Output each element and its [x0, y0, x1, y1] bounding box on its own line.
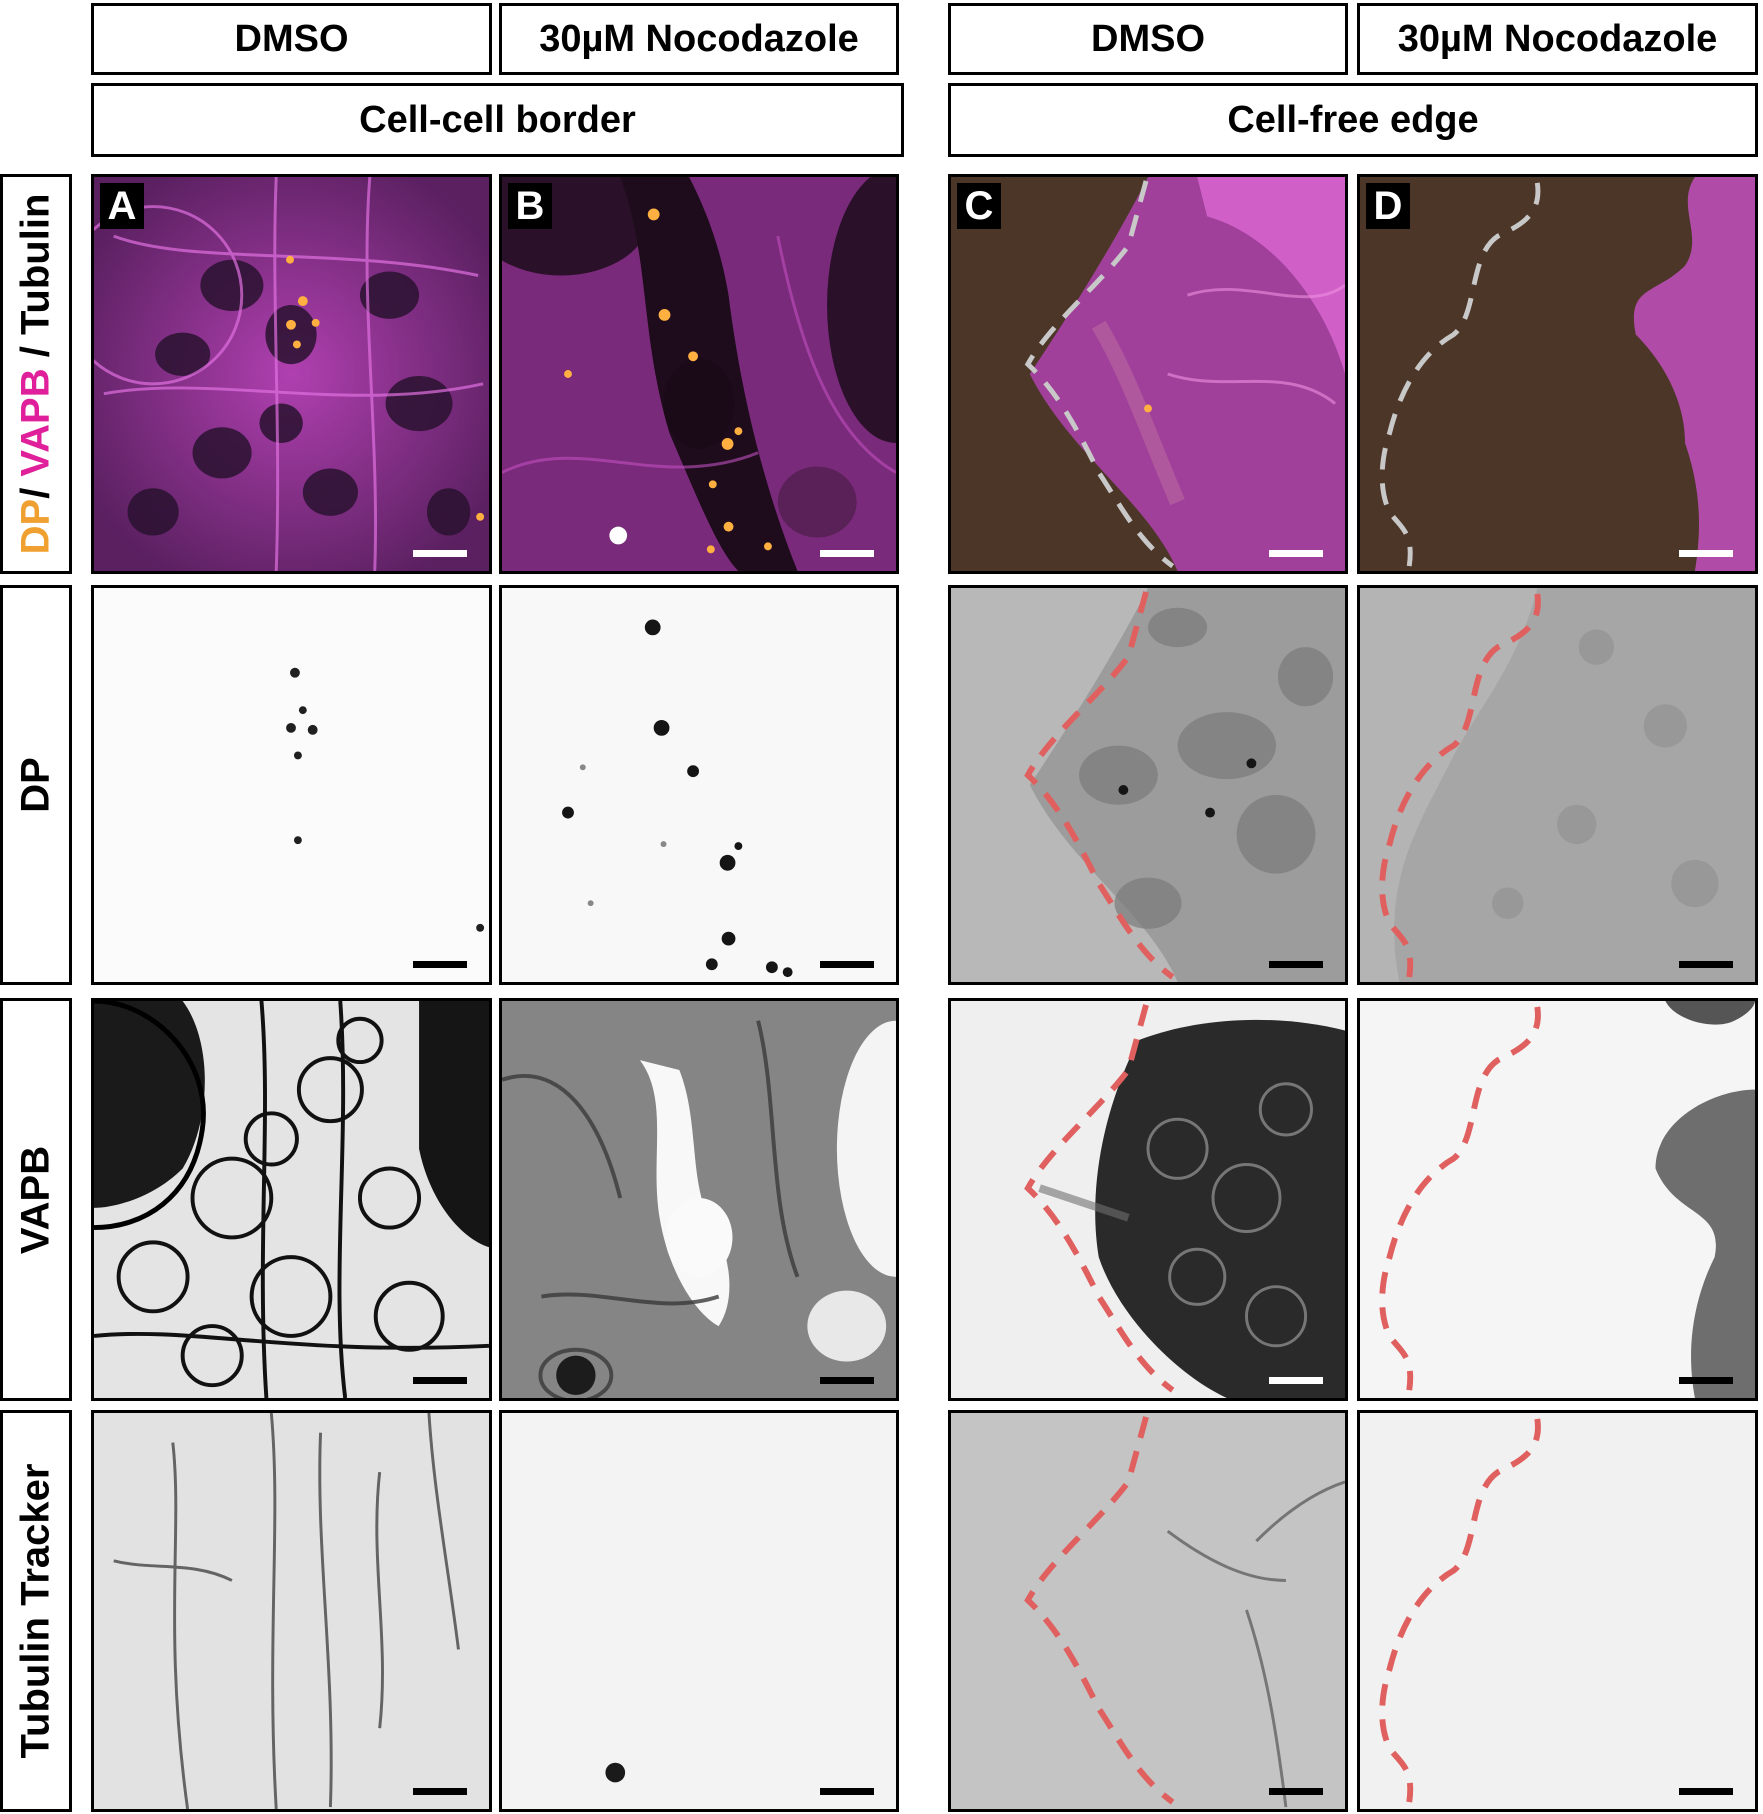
scale-bar-b-merge: [820, 550, 874, 557]
vapb-image-c: [951, 1001, 1345, 1398]
panel-a-merge: A: [91, 174, 492, 574]
merge-label-tubulin: / Tubulin: [13, 193, 58, 369]
panel-b-vapb: [499, 998, 899, 1401]
scale-bar-d-tubulin: [1679, 1788, 1733, 1795]
scale-bar-a-tubulin: [413, 1788, 467, 1795]
scale-bar-c-merge: [1269, 550, 1323, 557]
dp-image-c: [951, 588, 1345, 982]
scale-bar-d-merge: [1679, 550, 1733, 557]
column-header-dmso-1: DMSO: [91, 3, 492, 75]
column-header-nocodazole-1: 30µM Nocodazole: [499, 3, 899, 75]
panel-c-tubulin: [948, 1410, 1348, 1812]
vapb-image-a: [94, 1001, 489, 1398]
merge-image-c: [951, 177, 1345, 571]
cell-edge-outline-c-merge: [1024, 180, 1175, 569]
row-label-vapb-text: VAPB: [13, 1145, 58, 1254]
row-label-merge: DP/ VAPB / Tubulin: [0, 174, 72, 574]
group-header-cell-cell-border: Cell-cell border: [91, 83, 904, 157]
merge-label-slash: /: [13, 476, 58, 499]
panel-a-dp: [91, 585, 492, 985]
scale-bar-b-vapb: [820, 1377, 874, 1384]
scale-bar-a-merge: [413, 550, 467, 557]
panel-b-merge: B: [499, 174, 899, 574]
column-header-nocodazole-2: 30µM Nocodazole: [1357, 3, 1758, 75]
tubulin-image-a: [94, 1413, 489, 1809]
row-label-tubulin: Tubulin Tracker: [0, 1410, 72, 1812]
panel-d-tubulin: [1357, 1410, 1758, 1812]
tubulin-image-b: [502, 1413, 896, 1809]
panel-a-vapb: [91, 998, 492, 1401]
scale-bar-c-tubulin: [1269, 1788, 1323, 1795]
scale-bar-b-tubulin: [820, 1788, 874, 1795]
cell-edge-outline-c-tubulin: [1024, 1416, 1175, 1805]
scale-bar-c-vapb: [1269, 1377, 1323, 1384]
panel-letter-b: B: [508, 183, 552, 229]
cell-edge-outline-d-merge: [1379, 182, 1541, 567]
dp-image-a: [286, 667, 485, 932]
merge-label-dp: DP: [13, 498, 58, 555]
tubulin-image-c: [951, 1413, 1345, 1809]
panel-d-dp: [1357, 585, 1758, 985]
panel-b-dp: [499, 585, 899, 985]
row-label-tubulin-text: Tubulin Tracker: [13, 1463, 58, 1759]
merge-label-vapb: VAPB: [13, 368, 58, 477]
panel-d-merge: D: [1357, 174, 1758, 574]
merge-image-a: [94, 177, 489, 571]
scale-bar-d-dp: [1679, 961, 1733, 968]
tubulin-image-d: [1360, 1413, 1755, 1809]
panel-c-dp: [948, 585, 1348, 985]
panel-c-vapb: [948, 998, 1348, 1401]
column-header-dmso-2: DMSO: [948, 3, 1348, 75]
merge-image-b: [502, 177, 896, 571]
cell-edge-outline-d-tubulin: [1379, 1418, 1541, 1803]
vapb-image-b: [502, 1001, 896, 1398]
row-label-vapb: VAPB: [0, 998, 72, 1401]
cell-edge-outline-d-dp: [1379, 593, 1541, 978]
scale-bar-a-vapb: [413, 1377, 467, 1384]
panel-letter-c: C: [957, 183, 1001, 229]
panel-b-tubulin: [499, 1410, 899, 1812]
panel-letter-d: D: [1366, 183, 1410, 229]
panel-d-vapb: [1357, 998, 1758, 1401]
cell-edge-outline-d-vapb: [1379, 1006, 1541, 1391]
merge-image-d: [1360, 177, 1755, 571]
scale-bar-c-dp: [1269, 961, 1323, 968]
scale-bar-a-dp: [413, 961, 467, 968]
panel-c-merge: C: [948, 174, 1348, 574]
panel-a-tubulin: [91, 1410, 492, 1812]
cell-edge-outline-c-vapb: [1024, 1004, 1175, 1393]
vapb-image-d: [1360, 1001, 1755, 1398]
dp-image-b: [562, 619, 793, 978]
dp-image-d: [1360, 588, 1755, 982]
scale-bar-d-vapb: [1679, 1377, 1733, 1384]
group-header-cell-free-edge: Cell-free edge: [948, 83, 1758, 157]
cell-edge-outline-c-dp: [1024, 591, 1175, 980]
scale-bar-b-dp: [820, 961, 874, 968]
row-label-dp-text: DP: [13, 757, 58, 813]
panel-letter-a: A: [100, 183, 144, 229]
row-label-dp: DP: [0, 585, 72, 985]
